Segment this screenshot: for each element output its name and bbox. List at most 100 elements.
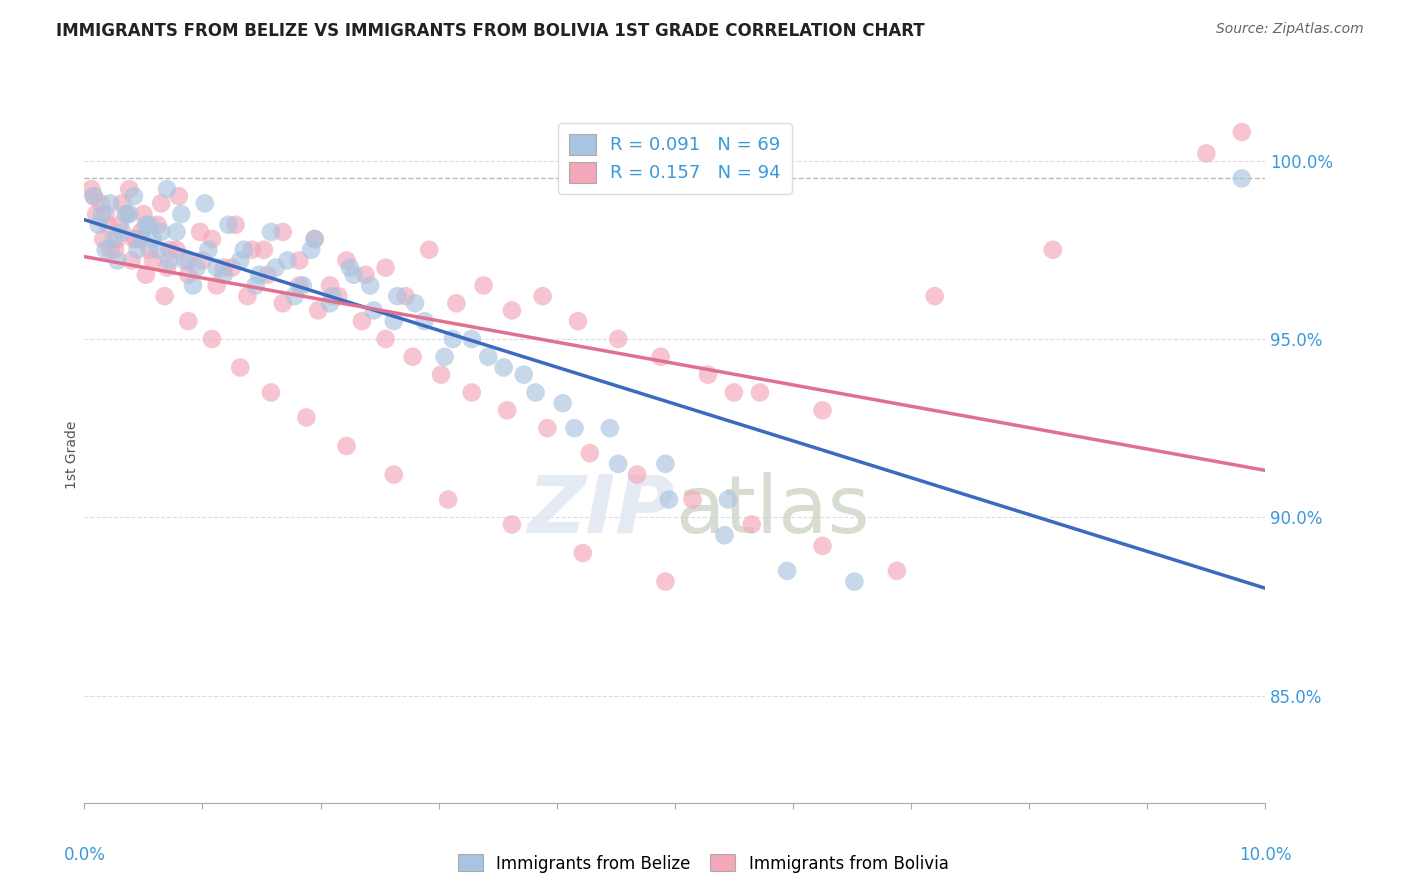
Point: [335, 253, 357, 268]
Point: [1195, 146, 1218, 161]
Point: [658, 492, 681, 507]
Point: [551, 396, 574, 410]
Point: [229, 253, 252, 268]
Point: [321, 289, 343, 303]
Point: [240, 243, 263, 257]
Point: [236, 289, 259, 303]
Point: [811, 403, 834, 417]
Point: [776, 564, 799, 578]
Point: [104, 243, 127, 257]
Point: [446, 296, 468, 310]
Point: [127, 243, 149, 257]
Point: [288, 278, 311, 293]
Point: [111, 225, 134, 239]
Point: [264, 260, 287, 275]
Point: [157, 243, 180, 257]
Point: [433, 350, 456, 364]
Point: [339, 260, 361, 275]
Text: 10.0%: 10.0%: [1239, 846, 1292, 863]
Point: [188, 225, 211, 239]
Point: [181, 278, 204, 293]
Point: [496, 403, 519, 417]
Point: [177, 268, 200, 282]
Point: [87, 218, 110, 232]
Point: [173, 253, 195, 268]
Point: [437, 492, 460, 507]
Point: [713, 528, 735, 542]
Point: [501, 303, 523, 318]
Point: [135, 218, 157, 232]
Point: [146, 218, 169, 232]
Point: [276, 253, 298, 268]
Y-axis label: 1st Grade: 1st Grade: [65, 421, 79, 489]
Point: [138, 243, 160, 257]
Point: [717, 492, 740, 507]
Legend: Immigrants from Belize, Immigrants from Bolivia: Immigrants from Belize, Immigrants from …: [451, 847, 955, 880]
Point: [886, 564, 908, 578]
Point: [501, 517, 523, 532]
Point: [118, 207, 141, 221]
Point: [205, 278, 228, 293]
Point: [924, 289, 946, 303]
Point: [354, 268, 377, 282]
Point: [363, 303, 385, 318]
Point: [91, 207, 114, 221]
Point: [413, 314, 436, 328]
Point: [304, 232, 326, 246]
Point: [166, 243, 188, 257]
Point: [607, 457, 630, 471]
Point: [402, 350, 425, 364]
Point: [107, 232, 129, 246]
Point: [307, 303, 329, 318]
Point: [132, 207, 155, 221]
Point: [536, 421, 558, 435]
Point: [138, 218, 160, 232]
Point: [84, 207, 107, 221]
Point: [167, 189, 190, 203]
Point: [374, 260, 396, 275]
Point: [253, 243, 276, 257]
Point: [157, 253, 180, 268]
Point: [682, 492, 704, 507]
Point: [567, 314, 589, 328]
Point: [156, 182, 179, 196]
Point: [170, 207, 193, 221]
Point: [418, 243, 440, 257]
Legend: R = 0.091   N = 69, R = 0.157   N = 94: R = 0.091 N = 69, R = 0.157 N = 94: [558, 123, 792, 194]
Point: [122, 189, 145, 203]
Point: [343, 268, 366, 282]
Point: [111, 196, 134, 211]
Point: [524, 385, 547, 400]
Point: [441, 332, 464, 346]
Point: [166, 225, 188, 239]
Point: [461, 332, 484, 346]
Point: [531, 289, 554, 303]
Point: [150, 196, 173, 211]
Point: [472, 278, 495, 293]
Point: [295, 410, 318, 425]
Point: [129, 225, 152, 239]
Point: [382, 314, 405, 328]
Point: [319, 278, 342, 293]
Point: [201, 332, 224, 346]
Point: [650, 350, 672, 364]
Point: [98, 196, 121, 211]
Point: [626, 467, 648, 482]
Point: [197, 243, 219, 257]
Point: [94, 207, 117, 221]
Point: [654, 457, 676, 471]
Point: [1042, 243, 1064, 257]
Point: [83, 189, 105, 203]
Point: [304, 232, 326, 246]
Point: [129, 232, 152, 246]
Point: [98, 243, 121, 257]
Point: [350, 314, 373, 328]
Point: [247, 268, 270, 282]
Point: [232, 243, 254, 257]
Point: [607, 332, 630, 346]
Point: [191, 253, 214, 268]
Point: [579, 446, 602, 460]
Point: [212, 260, 235, 275]
Point: [654, 574, 676, 589]
Point: [80, 182, 103, 196]
